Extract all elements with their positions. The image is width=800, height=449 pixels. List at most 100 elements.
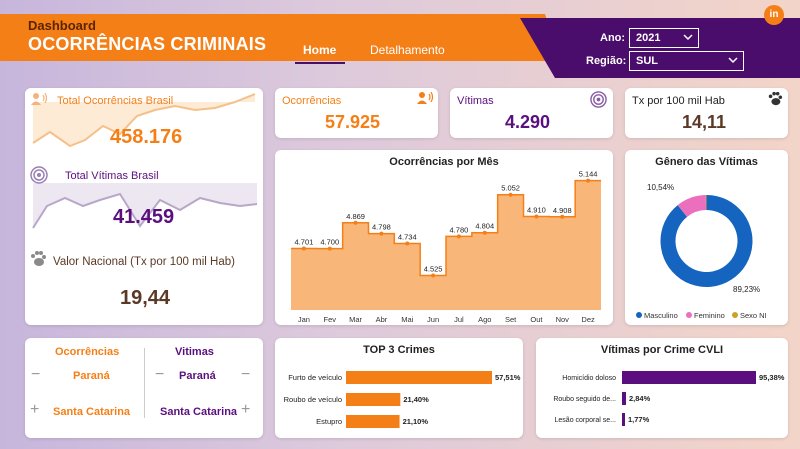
data-point[interactable] (560, 214, 565, 219)
chevron-down-icon (683, 34, 693, 41)
data-point[interactable] (405, 241, 410, 246)
total-ocorrencias-brasil-value: 458.176 (110, 126, 183, 148)
paw-icon (31, 251, 46, 266)
bar-category-label: Roubo seguido de... (553, 396, 616, 403)
top3-crimes-card: TOP 3 Crimes Furto de veículo 57,51% Roubo… (275, 338, 523, 438)
total-ocorrencias-brasil-label: Total Ocorrências Brasil (57, 95, 174, 107)
total-vitimas-brasil-value: 41.459 (113, 206, 175, 228)
ocorrencias-por-mes-card: Ocorrências por Mês 4.701 Jan 4.700 Fev 4.86… (275, 150, 613, 325)
bar-category-label: Furto de veículo (288, 373, 342, 382)
legend-label[interactable]: Sexo NI (740, 311, 767, 320)
data-point[interactable] (327, 246, 332, 251)
data-point[interactable] (586, 178, 591, 183)
national-sparklines (32, 93, 258, 229)
ranking-ocorrencias-min: Paraná (73, 370, 110, 382)
vitimas-cvli-title: Vítimas por Crime CVLI (600, 344, 724, 356)
bar-category-label: Roubo de veículo (284, 395, 342, 404)
data-label: 4.701 (295, 238, 314, 247)
bar-value-label: 1,77% (628, 415, 650, 424)
x-tick-label: Mai (401, 315, 413, 324)
x-tick-label: Abr (376, 315, 388, 324)
target-icon (590, 91, 607, 108)
ano-label: Ano: (600, 32, 626, 44)
target-icon (30, 166, 48, 184)
tab-home-indicator (295, 62, 345, 64)
ranking-plus-icon: + (241, 401, 251, 418)
data-label: 4.869 (346, 212, 365, 221)
tab-detalhamento[interactable]: Detalhamento (370, 43, 445, 57)
bar[interactable] (346, 415, 400, 428)
ocorrencias-value: 57.925 (325, 112, 381, 132)
data-point[interactable] (353, 220, 358, 225)
genero-vitimas-title: Gênero das Vítimas (655, 156, 758, 168)
legend-label[interactable]: Masculino (644, 311, 678, 320)
regiao-value: SUL (636, 55, 658, 67)
legend-marker (732, 312, 738, 318)
data-label: 4.910 (527, 205, 546, 214)
data-point[interactable] (456, 234, 461, 239)
x-tick-label: Mar (349, 315, 362, 324)
tx-value: 14,11 (682, 112, 727, 132)
ranking-minus-icon: − (31, 366, 41, 383)
data-point[interactable] (508, 192, 513, 197)
donut-slice-feminino[interactable] (677, 195, 707, 217)
paw-icon (768, 91, 783, 106)
bar-category-label: Estupro (316, 417, 342, 426)
valor-nacional-value: 19,44 (120, 287, 171, 309)
data-point[interactable] (301, 246, 306, 251)
legend-marker (636, 312, 642, 318)
data-point[interactable] (534, 214, 539, 219)
vitimas-value: 4.290 (505, 112, 551, 132)
x-tick-label: Nov (556, 315, 570, 324)
bar-category-label: Lesão corporal se... (555, 417, 617, 424)
people-icon (31, 92, 47, 105)
x-tick-label: Jun (427, 315, 439, 324)
linkedin-logo[interactable]: in (764, 5, 784, 25)
donut-slice-sexo-ni[interactable] (705, 195, 707, 211)
dashboard-subtitle: Dashboard (28, 18, 96, 33)
donut-slice-masculino[interactable] (660, 195, 753, 287)
bar[interactable] (622, 413, 625, 426)
data-label: 4.525 (424, 265, 443, 274)
x-tick-label: Jan (298, 315, 310, 324)
ocorrencias-por-mes-title: Ocorrências por Mês (389, 156, 499, 168)
genero-vitimas-card: Gênero das Vítimas 10,54% 89,23% Masculino… (625, 150, 788, 325)
ranking-card: Ocorrências Vitimas − Paraná − Paraná − … (25, 338, 263, 438)
bar-category-label: Homicídio doloso (562, 375, 616, 382)
data-point[interactable] (379, 231, 384, 236)
ranking-vitimas-header: Vitimas (175, 346, 214, 358)
regiao-label: Região: (586, 55, 627, 67)
data-label: 4.780 (450, 225, 469, 234)
data-point[interactable] (431, 273, 436, 278)
ano-select[interactable]: 2021 (629, 28, 699, 48)
ranking-ocorrencias-max: Santa Catarina (53, 406, 131, 418)
kpi-ocorrencias-card: Ocorrências 57.925 (275, 88, 438, 138)
kpi-vitimas-card: Vítimas 4.290 (450, 88, 613, 138)
tab-home[interactable]: Home (303, 43, 337, 57)
bar[interactable] (622, 371, 756, 384)
x-tick-label: Dez (581, 315, 595, 324)
valor-nacional-label: Valor Nacional (Tx por 100 mil Hab) (53, 256, 235, 268)
ocorrencias-por-mes-chart: 4.701 Jan 4.700 Fev 4.869 Mar 4.798 Abr 4.734 Mai… (291, 170, 601, 324)
regiao-select[interactable]: SUL (629, 51, 744, 71)
ranking-plus-icon: + (30, 401, 40, 418)
data-label: 4.908 (553, 206, 572, 215)
bar[interactable] (346, 371, 492, 384)
data-point[interactable] (482, 230, 487, 235)
national-card: Total Ocorrências Brasil 458.176 Total V… (25, 88, 263, 325)
chevron-down-icon (728, 57, 738, 64)
vitimas-cvli-chart: Homicídio doloso 95,38% Roubo seguido de..… (553, 371, 785, 426)
genero-vitimas-chart: 10,54% 89,23% Masculino Feminino Sexo NI (636, 183, 767, 320)
x-tick-label: Out (530, 315, 543, 324)
bar[interactable] (346, 393, 401, 406)
kpi-tx-card: Tx por 100 mil Hab 14,11 (625, 88, 788, 138)
slice-label-masculino: 89,23% (733, 285, 760, 294)
ano-value: 2021 (636, 32, 661, 44)
people-icon (417, 91, 433, 104)
bar-value-label: 21,10% (403, 417, 429, 426)
x-tick-label: Jul (454, 315, 464, 324)
data-label: 4.734 (398, 232, 417, 241)
data-label: 5.144 (579, 170, 598, 179)
bar[interactable] (622, 392, 626, 405)
legend-label[interactable]: Feminino (694, 311, 725, 320)
